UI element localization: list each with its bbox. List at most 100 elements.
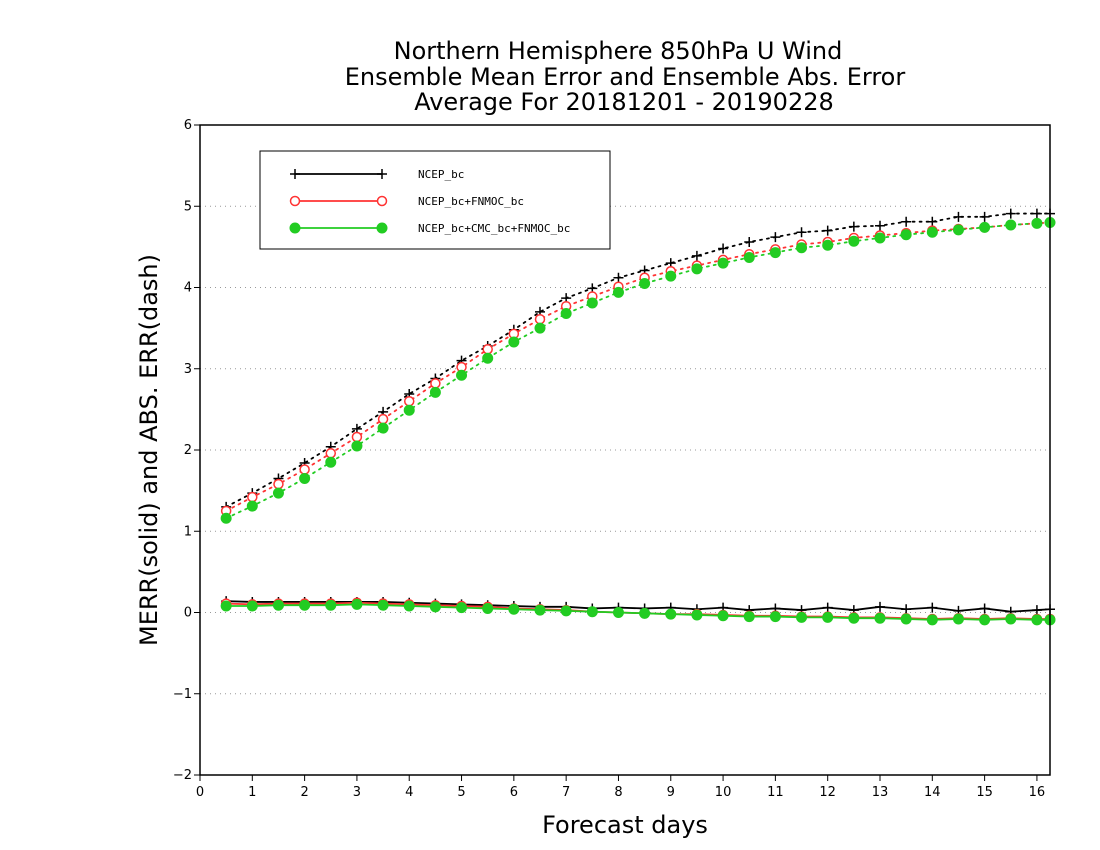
- open-circle-marker: [377, 413, 389, 425]
- filled-circle-marker: [612, 286, 624, 298]
- open-circle-marker: [376, 195, 388, 207]
- filled-circle-marker: [769, 611, 781, 623]
- x-tick-label: 13: [872, 785, 889, 800]
- filled-circle-marker: [272, 487, 284, 499]
- plus-marker: [901, 216, 912, 227]
- filled-circle-marker: [900, 613, 912, 625]
- legend: NCEP_bc NCEP_bc+FNMOC_bc NCEP_bc+CMC_bc+FN…: [259, 150, 611, 250]
- plus-marker: [901, 604, 912, 615]
- plus-marker: [691, 250, 702, 261]
- filled-circle-marker: [900, 229, 912, 241]
- y-tick-label: 5: [184, 199, 192, 214]
- filled-circle-marker: [796, 242, 808, 254]
- plus-marker: [1031, 208, 1042, 219]
- filled-circle-marker: [926, 614, 938, 626]
- x-tick-label: 16: [1029, 785, 1046, 800]
- open-circle-marker: [430, 378, 441, 389]
- legend-label: NCEP_bc: [418, 168, 464, 181]
- filled-circle-marker: [560, 308, 572, 319]
- plus-marker: [770, 232, 781, 243]
- plus-marker: [953, 211, 964, 222]
- filled-circle-marker: [1005, 613, 1017, 625]
- filled-circle-marker: [822, 239, 834, 251]
- filled-circle-marker: [403, 404, 415, 416]
- x-tick-label: 8: [614, 785, 622, 800]
- filled-circle-marker: [272, 599, 284, 611]
- filled-circle-marker: [1031, 217, 1043, 229]
- plus-marker: [744, 237, 755, 247]
- filled-circle-marker: [848, 612, 860, 624]
- open-circle-marker: [289, 195, 301, 207]
- legend-box: [259, 150, 611, 250]
- x-tick-label: 0: [196, 785, 204, 800]
- filled-circle-marker: [482, 602, 494, 614]
- legend-entry: NCEP_bc+CMC_bc+FNMOC_bc: [289, 222, 570, 235]
- filled-circle-marker: [874, 232, 886, 244]
- filled-circle-marker: [586, 606, 598, 618]
- x-tick-label: 4: [405, 785, 413, 800]
- filled-circle-marker: [289, 222, 301, 234]
- abs-error-line: [225, 221, 1051, 520]
- plus-marker: [1005, 208, 1016, 219]
- filled-circle-marker: [691, 263, 703, 275]
- plus-marker: [979, 603, 990, 614]
- filled-circle-marker: [429, 601, 441, 613]
- legend-entry: NCEP_bc: [290, 168, 464, 181]
- y-tick-label: 2: [184, 443, 192, 458]
- series-2: [220, 217, 1056, 626]
- filled-circle-marker: [534, 604, 546, 616]
- filled-circle-marker: [299, 472, 311, 484]
- plus-marker: [927, 216, 938, 227]
- legend-label: NCEP_bc+CMC_bc+FNMOC_bc: [418, 222, 570, 235]
- y-tick-label: −1: [173, 687, 192, 702]
- filled-circle-marker: [508, 336, 520, 348]
- filled-circle-marker: [299, 599, 311, 611]
- filled-circle-marker: [482, 352, 494, 364]
- filled-circle-marker: [456, 369, 468, 381]
- filled-circle-marker: [743, 611, 755, 623]
- y-axis-label: MERR(solid) and ABS. ERR(dash): [135, 254, 163, 646]
- title-line-1: Northern Hemisphere 850hPa U Wind: [394, 37, 843, 65]
- open-circle-marker: [299, 464, 310, 475]
- abs-error-line: [225, 221, 1051, 512]
- filled-circle-marker: [691, 609, 703, 621]
- plus-marker: [377, 169, 387, 179]
- filled-circle-marker: [848, 235, 860, 247]
- filled-circle-marker: [325, 599, 337, 611]
- plus-marker: [290, 169, 300, 179]
- x-axis-label: Forecast days: [542, 811, 708, 839]
- abs-error-line: [225, 212, 1051, 508]
- plus-marker: [822, 602, 833, 613]
- plus-marker: [822, 225, 833, 236]
- filled-circle-marker: [979, 614, 991, 626]
- mean-error-line: [226, 603, 1050, 621]
- filled-circle-marker: [560, 605, 572, 617]
- open-circle-marker: [482, 344, 493, 355]
- filled-circle-marker: [325, 456, 337, 468]
- y-tick-label: 3: [184, 362, 192, 377]
- x-tick-label: 15: [976, 785, 993, 800]
- x-tick-label: 12: [819, 785, 836, 800]
- x-tick-label: 7: [562, 785, 570, 800]
- filled-circle-marker: [456, 602, 468, 614]
- y-tick-label: 4: [184, 281, 192, 296]
- open-circle-marker: [351, 431, 363, 443]
- series-1: [220, 217, 1056, 625]
- x-tick-label: 10: [715, 785, 732, 800]
- title-line-3: Average For 20181201 - 20190228: [414, 88, 834, 116]
- y-tick-label: 6: [184, 118, 192, 133]
- plus-marker: [796, 227, 807, 238]
- x-tick-label: 5: [457, 785, 465, 800]
- plus-marker: [718, 243, 729, 254]
- x-tick-label: 6: [510, 785, 518, 800]
- filled-circle-marker: [926, 226, 938, 238]
- filled-circle-marker: [952, 613, 964, 625]
- filled-circle-marker: [639, 277, 651, 289]
- filled-circle-marker: [403, 600, 415, 612]
- filled-circle-marker: [612, 607, 624, 618]
- filled-circle-marker: [874, 612, 886, 624]
- filled-circle-marker: [508, 603, 520, 615]
- x-tick-label: 3: [353, 785, 361, 800]
- plus-marker: [875, 220, 885, 231]
- filled-circle-marker: [351, 440, 363, 452]
